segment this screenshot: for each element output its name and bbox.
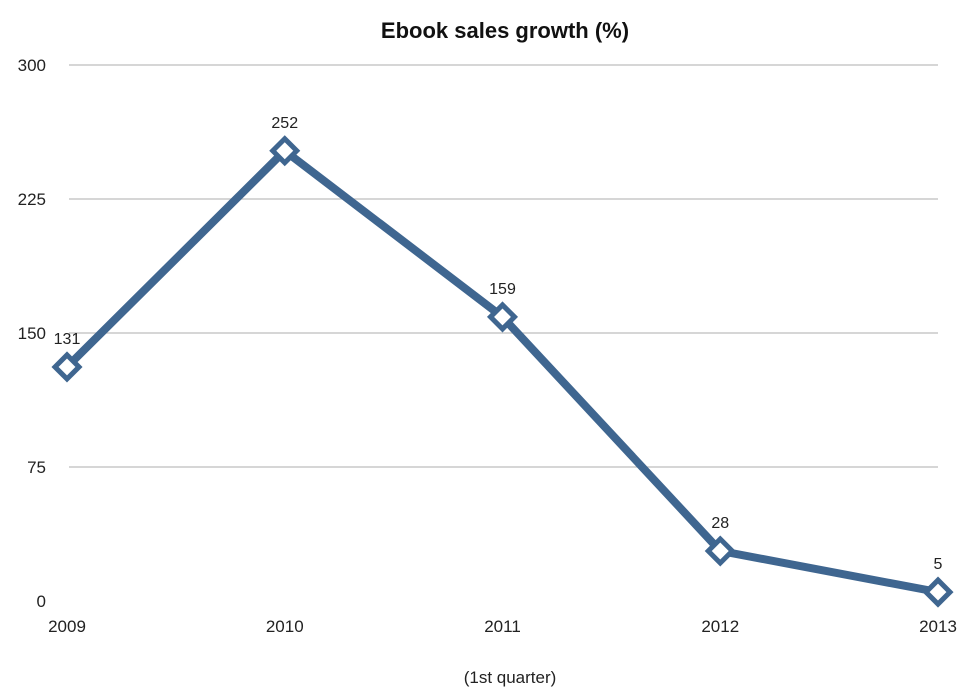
x-tick-label: 2013 xyxy=(919,617,957,636)
x-tick-label: 2011 xyxy=(484,617,521,636)
data-point-marker xyxy=(704,535,736,567)
chart-title: Ebook sales growth (%) xyxy=(381,18,629,43)
series-layer xyxy=(63,146,942,597)
y-tick-label: 0 xyxy=(37,592,46,611)
x-axis-ticks: 2009 2010 2011 2012 2013 xyxy=(48,617,957,636)
x-tick-label: 2012 xyxy=(701,617,739,636)
y-tick-label: 300 xyxy=(18,56,46,75)
data-label: 159 xyxy=(489,281,516,298)
data-label: 131 xyxy=(54,331,81,348)
data-label: 5 xyxy=(934,556,943,573)
y-tick-label: 150 xyxy=(18,324,46,343)
data-label: 28 xyxy=(711,515,729,532)
x-tick-label: 2009 xyxy=(48,617,86,636)
y-axis-ticks: 0 75 150 225 300 xyxy=(18,56,46,611)
data-point-marker xyxy=(486,301,519,333)
point-markers xyxy=(51,135,954,608)
x-axis-label: (1st quarter) xyxy=(464,668,557,687)
x-tick-label: 2010 xyxy=(266,617,304,636)
data-point-marker xyxy=(922,576,954,608)
y-tick-label: 225 xyxy=(18,190,46,209)
series-line xyxy=(63,146,942,597)
y-tick-label: 75 xyxy=(27,458,46,477)
data-point-marker xyxy=(51,351,83,383)
data-point-marker xyxy=(269,135,301,167)
data-labels: 131 252 159 28 5 xyxy=(54,115,943,573)
grid-lines xyxy=(69,64,938,468)
data-label: 252 xyxy=(271,115,298,132)
